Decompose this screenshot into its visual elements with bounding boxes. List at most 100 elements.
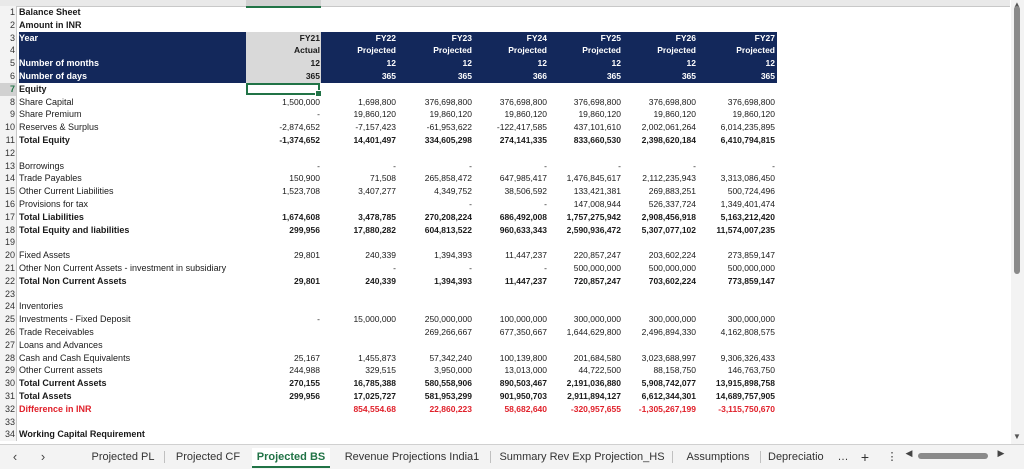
value-cell[interactable]: 1,349,401,474 bbox=[720, 199, 775, 209]
value-cell[interactable]: 437,101,610 bbox=[573, 122, 621, 133]
value-cell[interactable]: 240,339 bbox=[365, 275, 396, 286]
value-cell[interactable]: 13,013,000 bbox=[504, 365, 547, 376]
tab-projected-cf[interactable]: Projected CF bbox=[175, 451, 241, 463]
value-cell[interactable]: - bbox=[618, 160, 621, 171]
value-cell[interactable]: Projected bbox=[508, 45, 547, 56]
value-cell[interactable]: 220,857,247 bbox=[573, 250, 621, 261]
value-cell[interactable]: 376,698,800 bbox=[573, 96, 621, 107]
value-cell[interactable] bbox=[473, 300, 547, 313]
value-cell[interactable]: 100,000,000 bbox=[499, 314, 547, 325]
row-number[interactable]: 13 bbox=[0, 159, 17, 173]
value-cell[interactable]: 1,394,393 bbox=[434, 275, 472, 286]
value-cell[interactable] bbox=[398, 300, 472, 313]
row-number[interactable]: 15 bbox=[0, 185, 17, 199]
value-cell[interactable]: 3,407,277 bbox=[358, 186, 396, 197]
value-cell[interactable]: 146,763,750 bbox=[727, 365, 775, 376]
value-cell[interactable]: FY23 bbox=[451, 32, 472, 43]
value-cell[interactable]: 203,602,224 bbox=[648, 250, 696, 261]
value-cell[interactable] bbox=[701, 300, 775, 313]
value-cell[interactable]: 647,985,417 bbox=[499, 173, 547, 184]
row-number[interactable]: 25 bbox=[0, 313, 17, 327]
value-cell[interactable]: Projected bbox=[657, 45, 696, 56]
value-cell[interactable]: 16,785,388 bbox=[353, 378, 396, 389]
value-cell[interactable]: 19,860,120 bbox=[504, 109, 547, 120]
value-cell[interactable]: 833,660,530 bbox=[573, 135, 621, 145]
value-cell[interactable] bbox=[246, 262, 320, 275]
value-cell[interactable]: 38,506,592 bbox=[504, 186, 547, 197]
value-cell[interactable]: 890,503,467 bbox=[499, 378, 547, 389]
value-cell[interactable]: 150,900 bbox=[289, 173, 320, 184]
value-cell[interactable]: 273,859,147 bbox=[727, 250, 775, 261]
tab-depreciation[interactable]: Depreciatio bbox=[768, 451, 824, 463]
value-cell[interactable] bbox=[398, 339, 472, 352]
row-number[interactable]: 14 bbox=[0, 172, 17, 186]
value-cell[interactable]: 1,644,629,800 bbox=[566, 327, 621, 337]
value-cell[interactable]: 2,398,620,184 bbox=[641, 135, 696, 145]
value-cell[interactable]: 12 bbox=[765, 58, 775, 69]
row-label[interactable] bbox=[19, 44, 245, 57]
row-number[interactable]: 31 bbox=[0, 390, 17, 403]
value-cell[interactable]: FY26 bbox=[675, 32, 696, 43]
active-cell[interactable] bbox=[246, 83, 322, 97]
value-cell[interactable] bbox=[246, 403, 320, 416]
value-cell[interactable] bbox=[322, 326, 396, 339]
row-number[interactable]: 2 bbox=[0, 18, 17, 32]
value-cell[interactable]: - bbox=[469, 160, 472, 171]
value-cell[interactable] bbox=[246, 339, 320, 352]
row-number[interactable]: 22 bbox=[0, 274, 17, 288]
value-cell[interactable]: 3,023,688,997 bbox=[641, 352, 696, 363]
row-number[interactable]: 21 bbox=[0, 262, 17, 275]
value-cell[interactable]: 1,674,608 bbox=[282, 211, 320, 222]
value-cell[interactable]: 365 bbox=[681, 71, 696, 81]
value-cell[interactable]: 686,492,008 bbox=[499, 211, 547, 222]
value-cell[interactable]: 88,158,750 bbox=[653, 365, 696, 376]
vertical-scrollbar[interactable]: ▲ ▼ bbox=[1011, 0, 1024, 444]
value-cell[interactable]: - bbox=[393, 160, 396, 171]
value-cell[interactable] bbox=[547, 339, 621, 352]
scroll-down-icon[interactable]: ▼ bbox=[1013, 432, 1021, 441]
row-label[interactable]: Cash and Cash Equivalents bbox=[19, 352, 131, 363]
value-cell[interactable]: Actual bbox=[294, 45, 320, 56]
tab-revenue-projections-india1[interactable]: Revenue Projections India1 bbox=[344, 451, 480, 463]
row-label[interactable]: Equity bbox=[19, 83, 47, 94]
horizontal-scroll-thumb[interactable] bbox=[918, 453, 988, 459]
value-cell[interactable] bbox=[246, 198, 320, 211]
value-cell[interactable]: 2,590,936,472 bbox=[566, 224, 621, 235]
value-cell[interactable]: 365 bbox=[381, 71, 396, 81]
row-label[interactable]: Other Current Liabilities bbox=[19, 186, 114, 197]
value-cell[interactable]: 147,008,944 bbox=[573, 199, 621, 209]
row-label[interactable]: Total Assets bbox=[19, 391, 72, 401]
value-cell[interactable]: 133,421,381 bbox=[573, 186, 621, 197]
value-cell[interactable]: 526,337,724 bbox=[648, 199, 696, 209]
row-label[interactable]: Difference in INR bbox=[19, 403, 92, 414]
value-cell[interactable]: 1,523,708 bbox=[282, 186, 320, 197]
value-cell[interactable]: 329,515 bbox=[365, 365, 396, 376]
value-cell[interactable]: 19,860,120 bbox=[578, 109, 621, 120]
value-cell[interactable]: - bbox=[393, 263, 396, 273]
value-cell[interactable]: - bbox=[469, 199, 472, 209]
row-label[interactable]: Inventories bbox=[19, 301, 64, 312]
value-cell[interactable]: 5,908,742,077 bbox=[641, 378, 696, 389]
row-number[interactable]: 12 bbox=[0, 146, 17, 160]
value-cell[interactable] bbox=[547, 300, 621, 313]
value-cell[interactable]: -122,417,585 bbox=[496, 122, 547, 133]
add-sheet-icon[interactable]: + bbox=[860, 449, 870, 465]
value-cell[interactable]: 4,349,752 bbox=[434, 186, 472, 197]
row-number[interactable]: 18 bbox=[0, 223, 17, 237]
more-tabs-icon[interactable]: … bbox=[837, 451, 849, 463]
value-cell[interactable]: 366 bbox=[532, 71, 547, 81]
row-number[interactable]: 6 bbox=[0, 70, 17, 83]
tab-options-icon[interactable]: ⋮ bbox=[886, 451, 898, 463]
value-cell[interactable]: 12 bbox=[611, 58, 621, 69]
value-cell[interactable]: 376,698,800 bbox=[499, 96, 547, 107]
row-label[interactable]: Trade Receivables bbox=[19, 327, 94, 337]
value-cell[interactable] bbox=[701, 339, 775, 352]
value-cell[interactable]: 2,908,456,918 bbox=[641, 211, 696, 222]
column-header-strip[interactable] bbox=[0, 0, 1010, 8]
value-cell[interactable]: 365 bbox=[606, 71, 621, 81]
value-cell[interactable]: 1,476,845,617 bbox=[566, 173, 621, 184]
row-label[interactable]: Total Liabilities bbox=[19, 211, 84, 222]
row-number[interactable]: 17 bbox=[0, 210, 17, 224]
value-cell[interactable]: 580,558,906 bbox=[424, 378, 472, 389]
value-cell[interactable]: 500,000,000 bbox=[727, 263, 775, 273]
